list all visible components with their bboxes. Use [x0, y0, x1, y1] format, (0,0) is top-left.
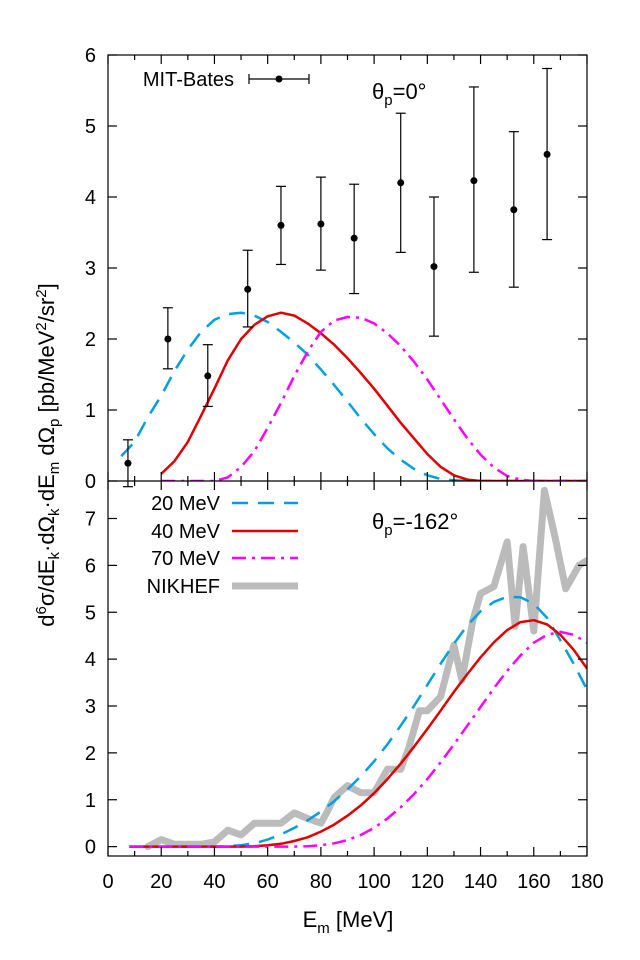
data-point-11: [543, 150, 551, 158]
xtick-label-120: 120: [411, 871, 444, 893]
data-point-6: [350, 234, 358, 242]
xtick-label-100: 100: [357, 871, 390, 893]
top-series-40-mev: [160, 311, 587, 481]
top-y-ticks: 0 1 2 3 4 5 6: [85, 45, 587, 493]
bottom-ytick-label-5: 5: [85, 602, 96, 624]
top-ytick-label-0: 0: [85, 471, 96, 493]
bottom-series-70-mev: [129, 630, 587, 848]
data-point-1: [164, 335, 172, 343]
top-ytick-label-2: 2: [85, 329, 96, 351]
legend-label-mit-bates: MIT-Bates: [143, 69, 234, 91]
bottom-series-layer: [129, 486, 587, 851]
top-x-ticks: [107, 55, 588, 481]
top-panel-annotation: θp=0°: [372, 79, 426, 109]
data-point-9: [470, 177, 478, 185]
xtick-label-140: 140: [464, 871, 497, 893]
bottom-ytick-label-7: 7: [85, 509, 96, 531]
bottom-ytick-label-3: 3: [85, 696, 96, 718]
xtick-label-60: 60: [257, 871, 279, 893]
legend-mit-bates-marker: [275, 75, 283, 83]
top-ytick-label-5: 5: [85, 116, 96, 138]
top-ytick-label-4: 4: [85, 187, 96, 209]
legend-label-40mev: 40 MeV: [151, 521, 221, 543]
legend-label-nikhef: NIKHEF: [147, 576, 220, 598]
x-axis-title: Em [MeV]: [303, 907, 394, 937]
bottom-legend: 20 MeV 40 MeV 70 MeV NIKHEF: [147, 493, 298, 598]
bottom-series-20-mev: [129, 595, 587, 848]
xtick-label-80: 80: [310, 871, 332, 893]
top-ytick-label-6: 6: [85, 45, 96, 67]
data-point-10: [510, 206, 518, 214]
bottom-panel-annotation: θp=-162°: [372, 509, 458, 539]
top-ytick-label-3: 3: [85, 258, 96, 280]
bottom-ytick-label-4: 4: [85, 649, 96, 671]
plot-frame: [107, 54, 588, 857]
top-legend: MIT-Bates: [143, 69, 310, 91]
bottom-x-ticks: 0 20 40 60 80 100 120 140 160 180: [102, 481, 604, 893]
top-ytick-label-1: 1: [85, 400, 96, 422]
legend-label-70mev: 70 MeV: [151, 548, 221, 570]
bottom-series-nikhef: [144, 486, 587, 851]
xtick-label-0: 0: [102, 871, 113, 893]
bottom-ytick-label-2: 2: [85, 743, 96, 765]
data-point-2: [204, 372, 212, 380]
data-point-3: [244, 285, 252, 293]
data-point-4: [277, 221, 285, 229]
data-point-5: [317, 220, 325, 228]
legend-label-20mev: 20 MeV: [151, 493, 221, 515]
bottom-ytick-label-6: 6: [85, 555, 96, 577]
xtick-label-20: 20: [150, 871, 172, 893]
xtick-label-40: 40: [203, 871, 225, 893]
xtick-label-180: 180: [570, 871, 603, 893]
data-point-0: [124, 459, 132, 467]
top-series-70-mev: [161, 315, 587, 481]
data-point-7: [397, 179, 405, 187]
bottom-panel: 0 1 2 3 4 5 6 7 0 20 40 60 80 100 120 140 160 180 20 MeV…: [85, 481, 604, 893]
top-data-points: [122, 67, 553, 488]
bottom-ytick-label-1: 1: [85, 790, 96, 812]
xtick-label-160: 160: [517, 871, 550, 893]
bottom-y-ticks: 0 1 2 3 4 5 6 7: [85, 509, 587, 859]
data-point-8: [430, 263, 438, 271]
bottom-ytick-label-0: 0: [85, 837, 96, 859]
y-axis-title: d6σ/dEk·dΩk·dEm dΩp [pb/MeV2/sr2]: [33, 283, 63, 626]
